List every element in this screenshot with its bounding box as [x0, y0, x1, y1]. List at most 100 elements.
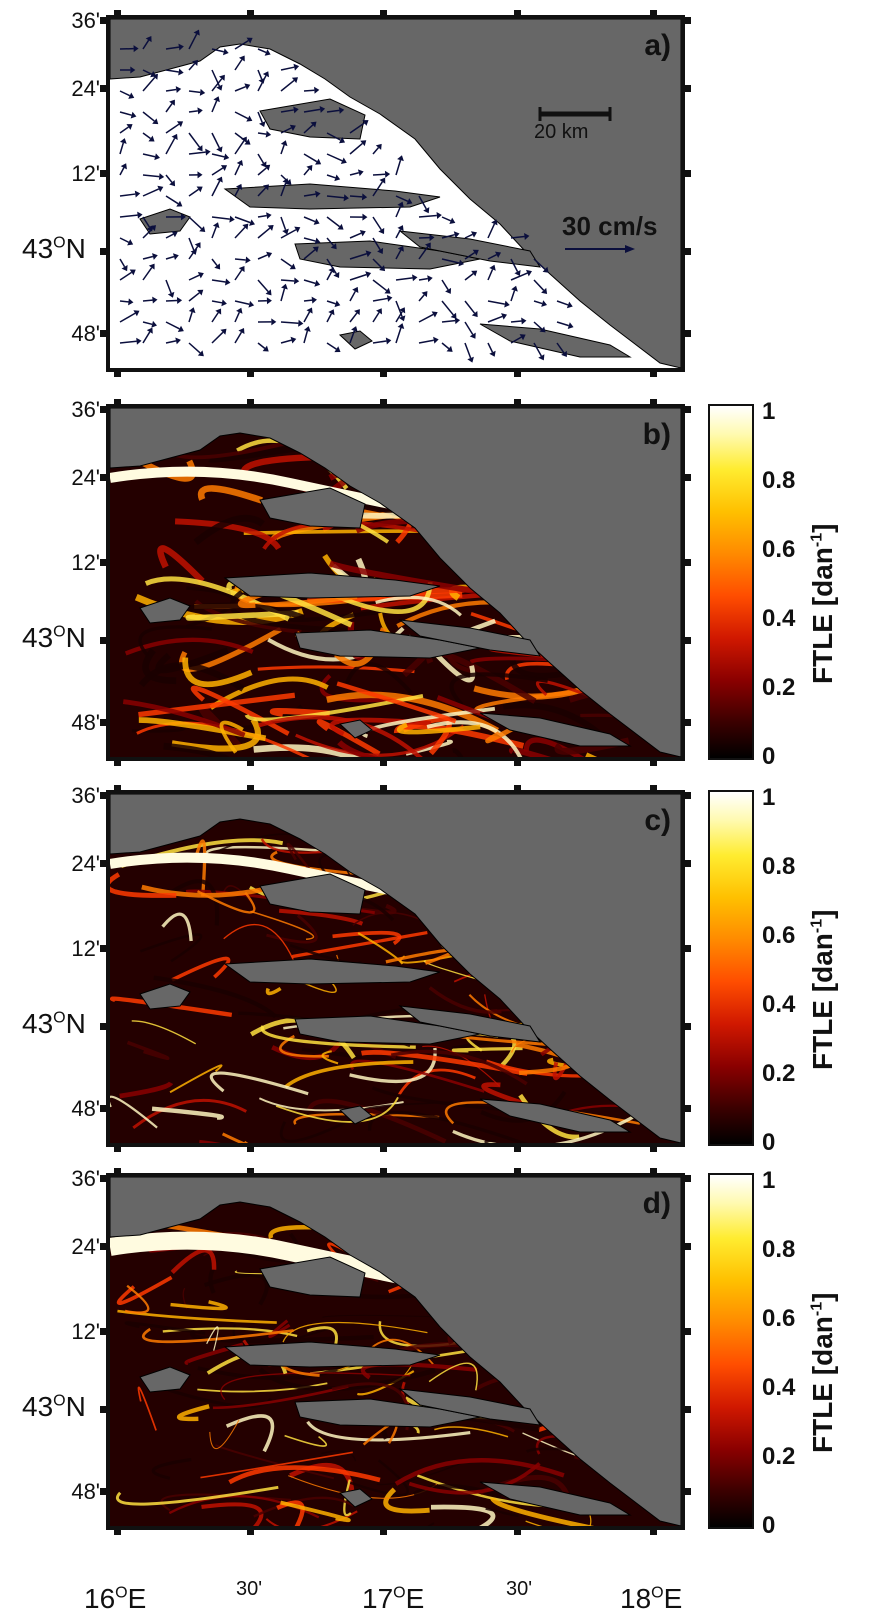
- x-tick-mark: [650, 1527, 657, 1535]
- colorbar-tick-label: 0.4: [762, 605, 796, 632]
- x-tick-mark: [380, 758, 387, 766]
- scale-bar-label: 20 km: [534, 121, 589, 143]
- y-tick-label: 24': [71, 851, 100, 876]
- x-tick-mark: [514, 785, 521, 793]
- y-tick-mark: [100, 248, 108, 255]
- y-tick-label: 24': [71, 465, 100, 490]
- x-tick-mark: [114, 10, 121, 18]
- y-tick-mark: [100, 1488, 108, 1495]
- x-tick-mark: [380, 369, 387, 377]
- y-tick-label: 12': [71, 550, 100, 575]
- panel-d-ftle: d): [106, 1173, 685, 1530]
- x-tick-mark: [514, 1144, 521, 1152]
- colorbar-ftle: [708, 790, 754, 1146]
- velocity-key-label: 30 cm/s: [562, 211, 658, 241]
- y-tick-label: 36': [71, 397, 100, 422]
- y-tick-43N: 43ON: [22, 233, 86, 264]
- x-tick-mark: [247, 1527, 254, 1535]
- panel-a-currents: a) 20 km 30 cm/s: [106, 15, 685, 372]
- y-tick-label: 48': [71, 321, 100, 346]
- x-tick-30-a: 30': [236, 1578, 263, 1600]
- x-tick-mark: [247, 758, 254, 766]
- colorbar-tick-label: 0.4: [762, 991, 796, 1018]
- panel-c-ftle: c): [106, 790, 685, 1147]
- y-tick-mark: [100, 860, 108, 867]
- y-tick-label: 36': [71, 1166, 100, 1191]
- current-vector-field: [119, 29, 574, 363]
- island-mljet: [479, 323, 632, 358]
- x-tick-mark: [514, 10, 521, 18]
- y-tick-mark: [100, 170, 108, 177]
- y-tick-mark: [683, 1406, 691, 1413]
- y-tick-mark: [683, 559, 691, 566]
- y-tick-label: 36': [71, 8, 100, 33]
- island-korcula: [294, 240, 481, 270]
- x-tick-30-b: 30': [506, 1578, 533, 1600]
- x-tick-mark: [514, 1527, 521, 1535]
- panel-label-b: b): [642, 418, 671, 451]
- panel-label-c: c): [644, 804, 671, 837]
- colorbar-tick-label: 0: [762, 743, 776, 770]
- x-tick-16E: 16OE: [84, 1583, 147, 1614]
- colorbar-tick-label: 0: [762, 1129, 776, 1156]
- x-tick-mark: [114, 369, 121, 377]
- x-tick-mark: [114, 1168, 121, 1176]
- x-tick-18E: 18OE: [620, 1583, 683, 1614]
- panel-label-a: a): [644, 29, 671, 62]
- y-tick-mark: [100, 559, 108, 566]
- colorbar-title: FTLE [dan-1]: [807, 1292, 838, 1453]
- colorbar-tick-label: 0.2: [762, 674, 796, 701]
- y-tick-mark: [683, 945, 691, 952]
- y-tick-mark: [100, 1328, 108, 1335]
- y-tick-mark: [683, 248, 691, 255]
- x-tick-mark: [114, 785, 121, 793]
- island-hvar-brac: [259, 98, 366, 140]
- x-tick-mark: [650, 369, 657, 377]
- y-tick-label: 48': [71, 1479, 100, 1504]
- x-tick-mark: [114, 1527, 121, 1535]
- x-tick-mark: [380, 10, 387, 18]
- x-tick-mark: [114, 758, 121, 766]
- x-tick-mark: [650, 399, 657, 407]
- x-tick-mark: [380, 1527, 387, 1535]
- y-tick-mark: [683, 1023, 691, 1030]
- x-tick-mark: [514, 758, 521, 766]
- colorbar-ftle: [708, 1173, 754, 1529]
- x-tick-mark: [247, 1144, 254, 1152]
- ftle-map-d: [110, 1177, 681, 1526]
- y-tick-mark: [100, 1023, 108, 1030]
- y-tick-mark: [683, 1175, 691, 1182]
- y-tick-43N: 43ON: [22, 1391, 86, 1422]
- x-tick-mark: [114, 399, 121, 407]
- y-tick-mark: [100, 1175, 108, 1182]
- colorbar-tick-label: 0.6: [762, 922, 796, 949]
- y-tick-43N: 43ON: [22, 1008, 86, 1039]
- y-tick-label: 36': [71, 783, 100, 808]
- y-tick-mark: [100, 406, 108, 413]
- colorbar-ftle: [708, 404, 754, 760]
- y-tick-mark: [100, 792, 108, 799]
- colorbar-title: FTLE [dan-1]: [807, 523, 838, 684]
- y-tick-43N: 43ON: [22, 622, 86, 653]
- y-tick-label: 48': [71, 710, 100, 735]
- x-tick-mark: [247, 369, 254, 377]
- colorbar-tick-label: 0: [762, 1512, 776, 1539]
- y-tick-mark: [683, 637, 691, 644]
- x-tick-mark: [380, 1144, 387, 1152]
- y-tick-label: 24': [71, 76, 100, 101]
- y-tick-mark: [683, 792, 691, 799]
- colorbar-tick-label: 0.4: [762, 1374, 796, 1401]
- colorbar-tick-label: 1: [762, 784, 776, 811]
- y-tick-mark: [100, 330, 108, 337]
- y-tick-mark: [683, 719, 691, 726]
- panel-b-ftle: b): [106, 404, 685, 761]
- colorbar-tick-label: 0.8: [762, 853, 796, 880]
- x-tick-mark: [247, 1168, 254, 1176]
- x-tick-17E: 17OE: [362, 1583, 425, 1614]
- panel-label-d: d): [642, 1187, 671, 1220]
- x-tick-mark: [650, 1144, 657, 1152]
- y-tick-mark: [100, 85, 108, 92]
- y-tick-label: 24': [71, 1234, 100, 1259]
- x-tick-mark: [514, 1168, 521, 1176]
- y-tick-mark: [100, 1406, 108, 1413]
